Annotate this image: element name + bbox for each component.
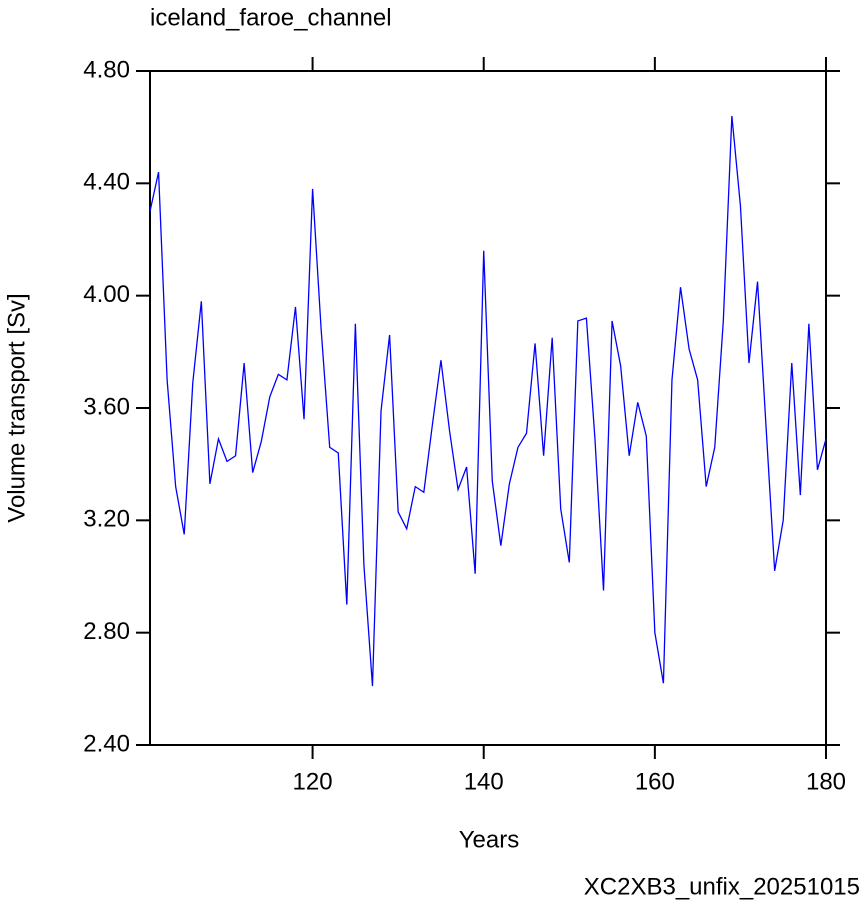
y-tick-label: 4.40: [83, 169, 130, 196]
y-tick-label: 3.20: [83, 506, 130, 533]
y-tick-label: 2.40: [83, 730, 130, 757]
y-tick-label: 3.60: [83, 393, 130, 420]
plot-frame: [149, 70, 827, 746]
x-tick-label: 140: [464, 768, 504, 795]
x-tick-label: 180: [806, 768, 846, 795]
y-tick-label: 4.00: [83, 281, 130, 308]
x-tick-label: 120: [293, 768, 333, 795]
footer-label: XC2XB3_unfix_20251015: [584, 873, 860, 900]
x-axis-label: Years: [459, 826, 520, 853]
data-line: [149, 115, 827, 687]
y-axis-label: Volume transport [Sv]: [3, 293, 30, 522]
x-tick-label: 160: [635, 768, 675, 795]
chart-title: iceland_faroe_channel: [150, 4, 392, 31]
y-tick-label: 4.80: [83, 56, 130, 83]
y-tick-label: 2.80: [83, 618, 130, 645]
